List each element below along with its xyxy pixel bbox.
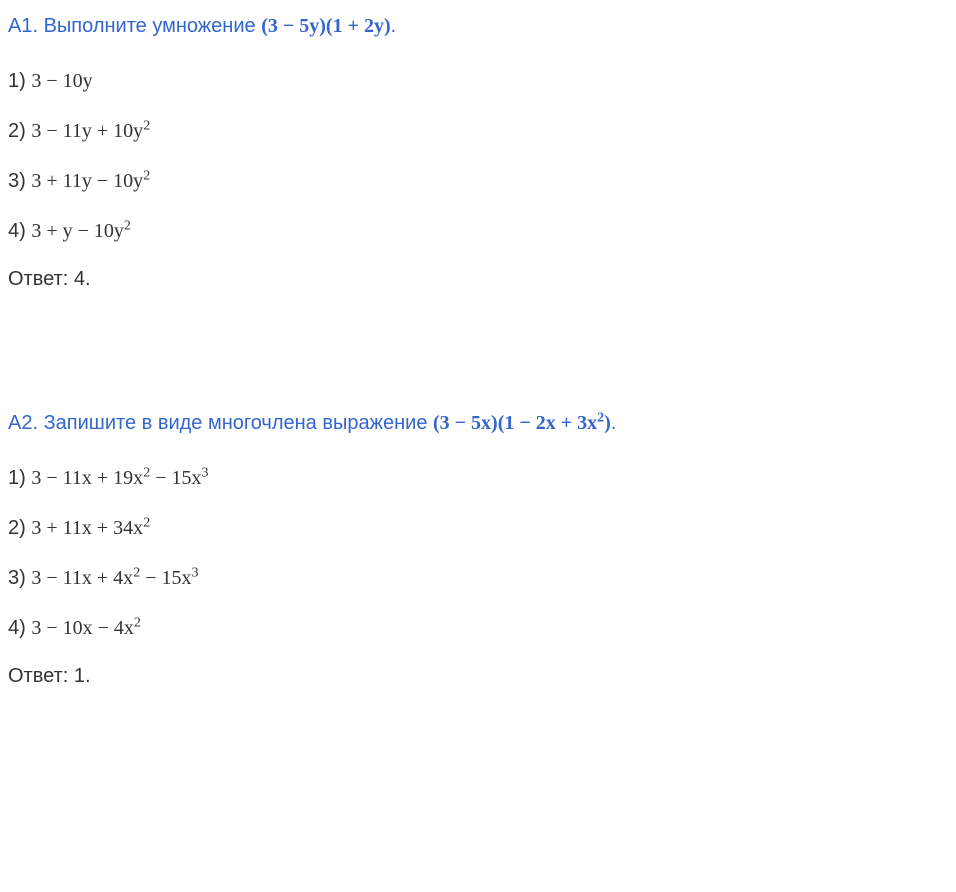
option-math: 3 − 11x + 4x2 − 15x3 xyxy=(31,567,198,589)
option-math: 3 + 11x + 34x2 xyxy=(31,517,150,539)
problem-label: А1. xyxy=(8,15,38,37)
option-number: 3) xyxy=(8,567,26,589)
option-number: 4) xyxy=(8,220,26,242)
option-number: 2) xyxy=(8,517,26,539)
option-1: 1) 3 − 11x + 19x2 − 15x3 xyxy=(8,465,948,491)
option-3: 3) 3 − 11x + 4x2 − 15x3 xyxy=(8,565,948,591)
option-math: 3 − 10y xyxy=(31,70,92,92)
prompt-a2: А2. Запишите в виде многочлена выражение… xyxy=(8,409,948,437)
prompt-suffix: . xyxy=(611,412,617,434)
spacer xyxy=(8,339,948,409)
prompt-text: Запишите в виде многочлена выражение xyxy=(44,412,433,434)
answer-a2: Ответ: 1. xyxy=(8,665,948,688)
option-number: 2) xyxy=(8,120,26,142)
option-2: 2) 3 + 11x + 34x2 xyxy=(8,515,948,541)
option-2: 2) 3 − 11y + 10y2 xyxy=(8,118,948,144)
problem-label: А2. xyxy=(8,412,38,434)
prompt-math: (3 − 5x)(1 − 2x + 3x2) xyxy=(433,412,611,434)
prompt-text: Выполните умножение xyxy=(44,15,262,37)
option-number: 1) xyxy=(8,70,26,92)
option-3: 3) 3 + 11y − 10y2 xyxy=(8,168,948,194)
option-math: 3 − 10x − 4x2 xyxy=(31,617,141,639)
option-4: 4) 3 − 10x − 4x2 xyxy=(8,615,948,641)
prompt-math: (3 − 5y)(1 + 2y) xyxy=(261,15,390,37)
option-1: 1) 3 − 10y xyxy=(8,68,948,94)
options-a1: 1) 3 − 10y 2) 3 − 11y + 10y2 3) 3 + 11y … xyxy=(8,68,948,244)
option-math: 3 − 11y + 10y2 xyxy=(31,120,150,142)
option-4: 4) 3 + y − 10y2 xyxy=(8,218,948,244)
option-math: 3 + y − 10y2 xyxy=(31,220,131,242)
problem-a2: А2. Запишите в виде многочлена выражение… xyxy=(8,409,948,688)
answer-value: 1. xyxy=(74,665,91,687)
option-number: 4) xyxy=(8,617,26,639)
answer-label: Ответ: xyxy=(8,665,68,687)
option-math: 3 + 11y − 10y2 xyxy=(31,170,150,192)
problem-a1: А1. Выполните умножение (3 − 5y)(1 + 2y)… xyxy=(8,12,948,291)
prompt-suffix: . xyxy=(391,15,397,37)
option-number: 1) xyxy=(8,467,26,489)
options-a2: 1) 3 − 11x + 19x2 − 15x3 2) 3 + 11x + 34… xyxy=(8,465,948,641)
answer-a1: Ответ: 4. xyxy=(8,268,948,291)
answer-label: Ответ: xyxy=(8,268,68,290)
answer-value: 4. xyxy=(74,268,91,290)
option-math: 3 − 11x + 19x2 − 15x3 xyxy=(31,467,208,489)
option-number: 3) xyxy=(8,170,26,192)
prompt-a1: А1. Выполните умножение (3 − 5y)(1 + 2y)… xyxy=(8,12,948,40)
